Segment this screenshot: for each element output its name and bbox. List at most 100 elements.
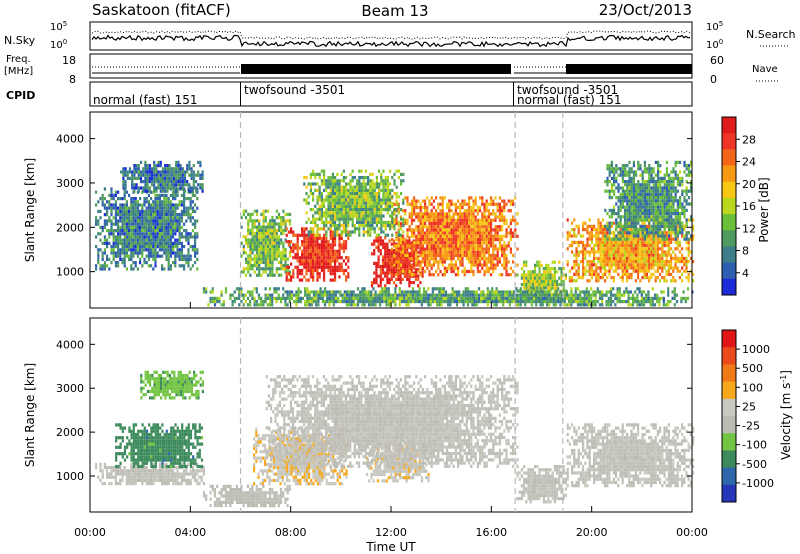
data-cell	[481, 247, 484, 251]
data-cell	[176, 241, 179, 245]
data-cell	[619, 196, 622, 200]
data-cell	[153, 176, 156, 180]
data-cell	[329, 195, 332, 199]
data-cell	[364, 195, 367, 199]
data-cell	[641, 228, 644, 232]
data-cell	[159, 170, 162, 174]
data-cell	[384, 227, 387, 231]
data-cell	[384, 192, 387, 196]
data-cell	[123, 219, 126, 223]
data-cell	[298, 262, 301, 266]
data-cell	[164, 167, 167, 171]
data-cell	[630, 272, 633, 276]
data-cell	[178, 241, 181, 245]
data-cell	[608, 170, 611, 174]
data-cell	[165, 197, 168, 201]
data-cell	[364, 198, 367, 202]
data-cell	[643, 218, 646, 222]
data-cell	[244, 216, 248, 220]
data-cell	[119, 254, 122, 258]
data-cell	[130, 213, 133, 217]
data-cell	[327, 185, 330, 189]
data-cell	[148, 180, 151, 184]
data-cell	[161, 248, 164, 252]
data-cell	[381, 261, 385, 265]
data-cell	[648, 244, 651, 248]
data-cell	[325, 211, 328, 215]
data-cell	[327, 268, 330, 273]
data-cell	[192, 180, 195, 184]
data-cell	[672, 256, 675, 260]
data-cell	[470, 253, 473, 258]
data-cell	[316, 278, 319, 282]
data-cell	[641, 224, 644, 228]
data-cell	[582, 256, 585, 260]
data-cell	[347, 188, 350, 192]
data-cell	[643, 186, 646, 190]
data-cell	[258, 241, 261, 245]
data-cell	[516, 273, 519, 277]
data-cell	[187, 235, 190, 239]
data-cell	[465, 202, 468, 206]
data-cell	[373, 220, 376, 224]
data-cell	[292, 275, 295, 279]
data-cell	[457, 253, 460, 258]
data-cell	[441, 209, 444, 213]
data-cell	[621, 256, 624, 260]
data-cell	[378, 227, 381, 231]
data-cell	[670, 266, 673, 270]
data-cell	[485, 237, 488, 242]
data-cell	[490, 260, 493, 264]
data-cell	[395, 199, 398, 203]
data-cell	[410, 253, 413, 258]
data-cell	[161, 200, 164, 204]
data-cell	[415, 202, 418, 206]
data-cell	[123, 203, 126, 207]
data-cell	[643, 199, 646, 203]
data-cell	[665, 250, 668, 254]
data-cell	[373, 217, 376, 221]
data-cell	[156, 238, 159, 242]
data-cell	[331, 182, 334, 186]
data-cell	[136, 209, 139, 213]
data-cell	[641, 170, 644, 174]
data-cell	[296, 259, 299, 263]
data-cell	[285, 272, 288, 276]
data-cell	[613, 180, 616, 184]
data-cell	[312, 265, 315, 269]
data-cell	[577, 228, 580, 232]
data-cell	[417, 218, 420, 222]
data-cell	[595, 272, 598, 276]
data-cell	[610, 164, 613, 168]
data-cell	[472, 199, 475, 203]
data-cell	[325, 217, 328, 221]
data-cell	[468, 257, 471, 261]
data-cell	[667, 253, 670, 257]
data-cell	[501, 250, 504, 254]
data-cell	[150, 264, 153, 268]
data-cell	[406, 244, 409, 248]
data-cell	[439, 225, 442, 229]
data-cell	[400, 172, 403, 176]
data-cell	[613, 189, 616, 193]
data-cell	[626, 170, 629, 174]
data-cell	[406, 249, 409, 253]
data-cell	[141, 216, 144, 220]
data-cell	[262, 241, 265, 245]
data-cell	[349, 179, 352, 183]
data-cell	[525, 273, 528, 277]
data-cell	[430, 234, 433, 238]
data-cell	[419, 228, 422, 232]
data-cell	[156, 203, 159, 207]
data-cell	[582, 240, 585, 244]
data-cell	[375, 198, 378, 202]
data-cell	[123, 190, 126, 194]
data-cell	[646, 231, 649, 235]
data-cell	[168, 180, 171, 184]
data-cell	[375, 281, 378, 285]
data-cell	[95, 235, 98, 239]
data-cell	[604, 253, 607, 257]
data-cell	[463, 234, 466, 238]
data-cell	[421, 247, 424, 251]
data-cell	[674, 263, 677, 267]
